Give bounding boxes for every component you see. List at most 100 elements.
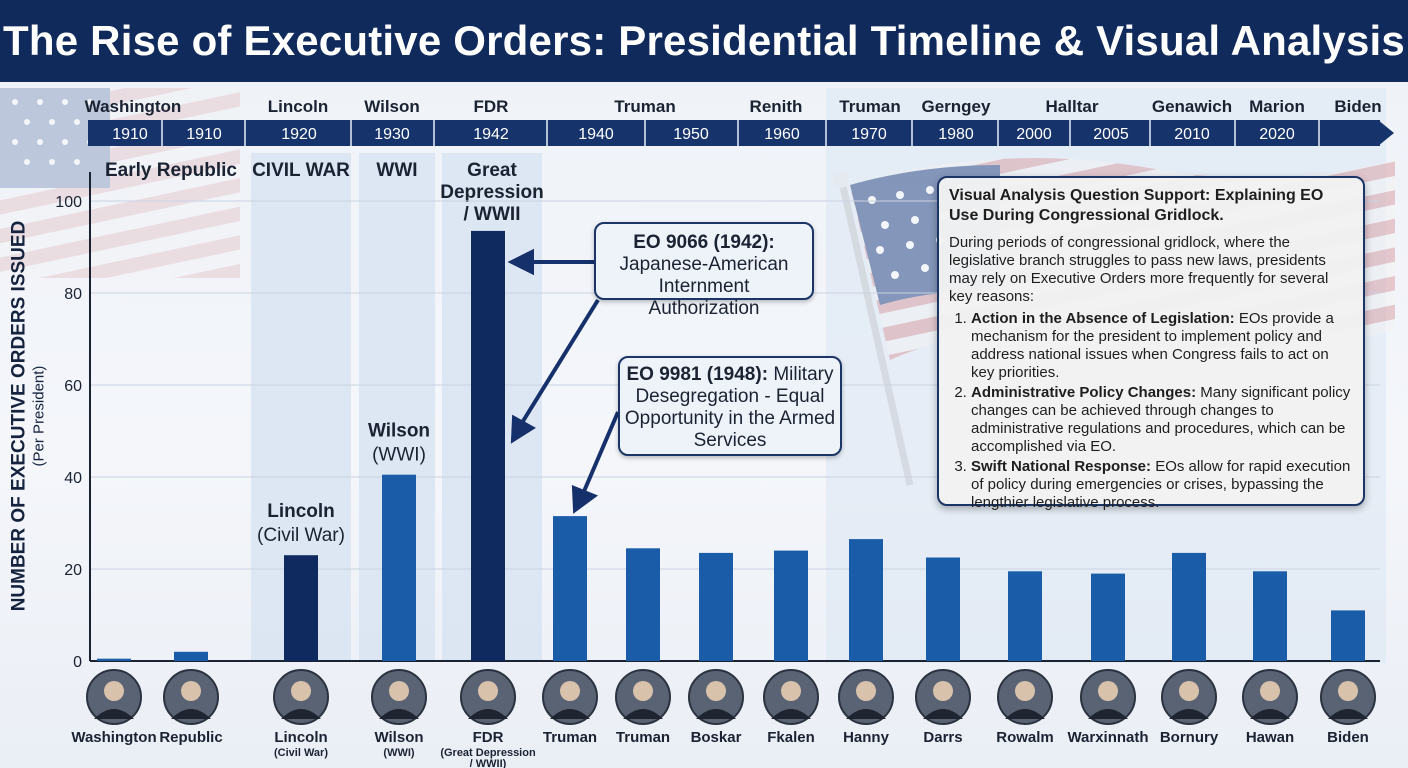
- analysis-panel: Visual Analysis Question Support: Explai…: [937, 176, 1365, 511]
- bar: [1331, 610, 1365, 661]
- callout-arrows: [507, 248, 620, 514]
- y-axis-subtitle: (Per President): [30, 365, 48, 467]
- president-era-sub: / WWII): [470, 758, 507, 768]
- president-name: Boskar: [691, 729, 742, 746]
- president-name: Hanny: [843, 729, 890, 746]
- bar: [699, 552, 733, 661]
- arrow-head: [510, 414, 536, 444]
- president-portrait: [542, 669, 598, 725]
- president-name: Rowalm: [996, 729, 1054, 746]
- timeline-name: Biden: [1334, 97, 1381, 116]
- bar: [1253, 571, 1287, 661]
- era-label: Depression: [440, 182, 543, 203]
- president-portrait: [1161, 669, 1217, 725]
- era-label: WWI: [376, 160, 417, 181]
- timeline-year: 1980: [938, 126, 974, 143]
- president-portrait: [86, 669, 142, 725]
- callout-eo9066-text: Japanese-American Internment Authorizati…: [619, 254, 789, 319]
- president-portrait: [273, 669, 329, 725]
- analysis-item-text: EOs provide a mechanism for the presiden…: [971, 310, 1334, 381]
- timeline-year: 1910: [112, 126, 148, 143]
- bar-annotation-name: Wilson: [368, 421, 430, 442]
- president-name: FDR: [473, 729, 504, 746]
- bar: [174, 651, 208, 661]
- era-label: Early Republic: [105, 160, 237, 181]
- timeline-year: 1910: [186, 126, 222, 143]
- timeline-bar: [88, 120, 1380, 146]
- arrow-eo9981-to-truman: [580, 411, 620, 497]
- timeline-name: Truman: [614, 97, 675, 116]
- timeline-year: 1960: [764, 126, 800, 143]
- president-portrait: [371, 669, 427, 725]
- bar-annotation-name: Lincoln: [267, 501, 335, 522]
- timeline-year: 1970: [851, 126, 887, 143]
- timeline-name: Halltar: [1046, 97, 1099, 116]
- timeline-name: Wilson: [364, 97, 420, 116]
- analysis-item: Action in the Absence of Legislation: EO…: [971, 310, 1353, 382]
- president-portrait: [838, 669, 894, 725]
- timeline-year: 1930: [374, 126, 410, 143]
- bar: [97, 658, 131, 661]
- timeline-year: 2000: [1016, 126, 1052, 143]
- timeline-name: Washington: [85, 97, 182, 116]
- era-label: Great: [467, 160, 517, 181]
- analysis-list: Action in the Absence of Legislation: EO…: [949, 310, 1353, 512]
- analysis-item-text: EOs allow for rapid execution of policy …: [971, 458, 1351, 511]
- president-name: Darrs: [923, 729, 962, 746]
- president-name: Wilson: [374, 729, 423, 746]
- flag-left-decoration: [0, 88, 240, 278]
- president-name: Bornury: [1160, 729, 1219, 746]
- timeline-name: Renith: [750, 97, 803, 116]
- president-name: Lincoln: [274, 729, 327, 746]
- arrow-head: [571, 484, 599, 514]
- president-portrait: [915, 669, 971, 725]
- y-tick-label: 0: [73, 654, 82, 671]
- president-name: Republic: [159, 729, 222, 746]
- analysis-item-head: Swift National Response:: [971, 458, 1152, 475]
- bar: [284, 555, 318, 661]
- analysis-item-head: Administrative Policy Changes:: [971, 384, 1197, 401]
- president-name: Warxinnath: [1067, 729, 1148, 746]
- president-portrait: [1080, 669, 1136, 725]
- timeline-name: Truman: [839, 97, 900, 116]
- president-era-sub: (WWI): [383, 747, 414, 759]
- page-title: The Rise of Executive Orders: Presidenti…: [0, 0, 1408, 82]
- president-name: Washington: [71, 729, 156, 746]
- president-name: Hawan: [1246, 729, 1294, 746]
- timeline-year: 1940: [578, 126, 614, 143]
- timeline-year: 2010: [1174, 126, 1210, 143]
- callout-eo9981-text: Military Desegregation - Equal Opportuni…: [624, 364, 836, 451]
- bar: [774, 550, 808, 661]
- timeline-name: Lincoln: [268, 97, 328, 116]
- bar: [553, 516, 587, 661]
- callout-eo9066: EO 9066 (1942): Japanese-American Intern…: [594, 222, 814, 319]
- president-portrait: [688, 669, 744, 725]
- bar: [1172, 552, 1206, 661]
- president-portrait: [1320, 669, 1376, 725]
- y-tick-label: 40: [64, 470, 82, 487]
- callout-eo9066-title: EO 9066 (1942):: [633, 232, 775, 253]
- president-portrait: [1242, 669, 1298, 725]
- bar: [1008, 571, 1042, 661]
- bar-annotation-sub: (Civil War): [257, 525, 345, 546]
- timeline-arrow: [1378, 120, 1394, 146]
- analysis-item: Swift National Response: EOs allow for r…: [971, 458, 1353, 512]
- timeline-name: FDR: [474, 97, 509, 116]
- y-tick-label: 20: [64, 562, 82, 579]
- analysis-item-head: Action in the Absence of Legislation:: [971, 310, 1235, 327]
- bar: [471, 230, 505, 661]
- bar-annotation-sub: (WWI): [372, 445, 426, 466]
- president-name: Truman: [543, 729, 597, 746]
- y-axis-title: NUMBER OF EXECUTIVE ORDERS ISSUED: [8, 220, 30, 612]
- y-axis-label: NUMBER OF EXECUTIVE ORDERS ISSUED (Per P…: [9, 221, 48, 612]
- arrow-head: [507, 248, 534, 276]
- timeline-year: 2020: [1259, 126, 1295, 143]
- president-portrait: [615, 669, 671, 725]
- president-name: Fkalen: [767, 729, 815, 746]
- timeline-name: Genawich: [1152, 97, 1232, 116]
- y-tick-label: 60: [64, 378, 82, 395]
- callout-eo9981-title: EO 9981 (1948):: [626, 364, 769, 385]
- era-label: / WWII: [464, 204, 521, 225]
- president-era-sub: (Civil War): [274, 747, 328, 759]
- timeline-year: 1950: [673, 126, 709, 143]
